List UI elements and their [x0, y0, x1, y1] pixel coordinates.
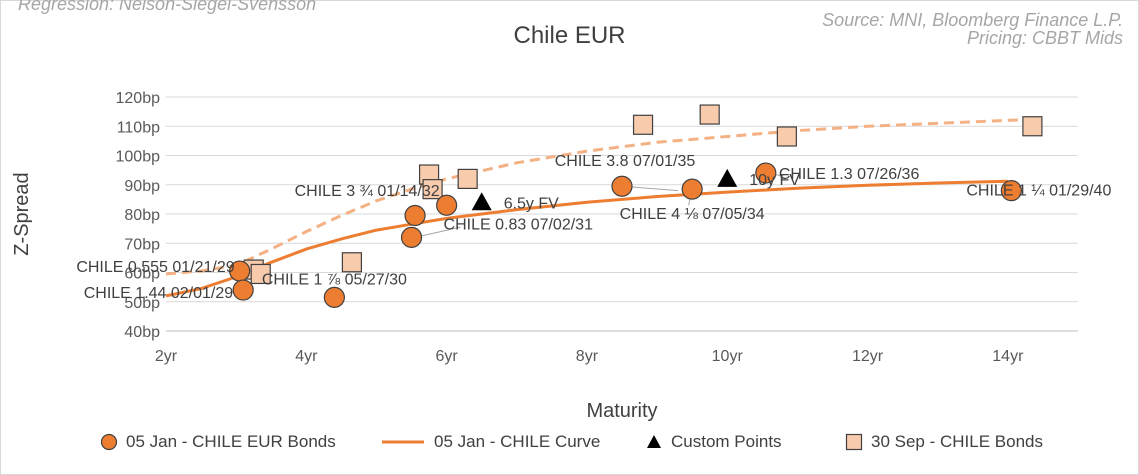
- legend-triangle-marker: [647, 435, 661, 448]
- x-tick-label: 2yr: [155, 348, 178, 365]
- jan-bond-point: [611, 175, 633, 197]
- sep-bond-square: [632, 114, 654, 135]
- bond-data-label: CHILE 3 ¾ 01/14/32: [295, 183, 440, 200]
- regression-note: Regression: Nelson-Siegel-Svensson: [18, 0, 317, 14]
- x-tick-label: 10yr: [712, 348, 744, 365]
- bond-data-label: CHILE 1.3 07/26/36: [779, 166, 920, 183]
- y-tick-label: 110bp: [117, 119, 160, 136]
- bond-data-label: CHILE 0.555 01/21/29: [76, 259, 234, 276]
- custom-point-triangle: [471, 192, 492, 211]
- sep-bond-square: [341, 252, 363, 273]
- jan-bond-point: [404, 204, 426, 227]
- jan-bond-point: [681, 178, 703, 200]
- legend-square-marker: [845, 433, 863, 451]
- sep-curve-line: [165, 118, 1029, 276]
- pricing-note: Pricing: CBBT Mids: [966, 28, 1123, 48]
- bond-data-label: CHILE 0.83 07/02/31: [444, 216, 594, 233]
- x-tick-label: 6yr: [435, 348, 458, 365]
- chart-title: Chile EUR: [513, 22, 626, 49]
- jan-bond-point: [400, 226, 423, 248]
- x-axis-title: Maturity: [586, 400, 657, 422]
- label-leader-line: [414, 226, 461, 238]
- legend-item-custom-points: Custom Points: [645, 432, 782, 452]
- custom-point-triangle: [717, 168, 738, 187]
- legend-circle-marker: [100, 433, 118, 451]
- legend-item-jan-bonds: 05 Jan - CHILE EUR Bonds: [100, 432, 336, 452]
- legend-label: 05 Jan - CHILE EUR Bonds: [126, 432, 336, 451]
- bond-data-label: CHILE 1.44 02/01/29: [84, 285, 234, 302]
- x-tick-label: 12yr: [852, 348, 884, 365]
- bond-data-label: CHILE 1 ⅞ 05/27/30: [262, 271, 407, 288]
- chart-plot: 40bp 50bp 60bp 70bp 80bp 90bp 100bp 110bp 120bp 2…: [11, 90, 1111, 422]
- jan-bond-point: [755, 162, 777, 184]
- legend-label: 30 Sep - CHILE Bonds: [871, 432, 1043, 451]
- x-tick-label: 4yr: [295, 348, 318, 365]
- jan-bond-point: [323, 286, 345, 308]
- jan-bond-point: [436, 194, 458, 216]
- sep-bond-square: [250, 263, 271, 285]
- source-note: Source: MNI, Bloomberg Finance L.P.: [822, 10, 1123, 30]
- sep-bond-square: [776, 126, 797, 147]
- jan-bond-point: [232, 279, 254, 301]
- bond-data-label: CHILE 1 ¼ 01/29/40: [966, 183, 1111, 200]
- y-tick-label: 70bp: [124, 236, 160, 253]
- sep-bond-square: [422, 179, 443, 200]
- legend-line-marker: [382, 440, 424, 444]
- legend-item-sep-bonds: 30 Sep - CHILE Bonds: [845, 432, 1043, 452]
- y-tick-label: 40bp: [124, 324, 160, 341]
- jan-bond-point: [1000, 180, 1022, 202]
- y-tick-label: 120bp: [116, 90, 161, 107]
- legend-label: 05 Jan - CHILE Curve: [434, 432, 601, 451]
- sep-bond-square: [457, 168, 478, 189]
- bond-data-label: CHILE 3.8 07/01/35: [555, 153, 696, 170]
- x-tick-label: 8yr: [576, 348, 599, 365]
- y-tick-label: 60bp: [124, 266, 160, 283]
- y-tick-label: 90bp: [124, 178, 160, 195]
- legend-label: Custom Points: [671, 432, 782, 451]
- y-tick-label: 100bp: [116, 149, 161, 166]
- custom-point-label: 6.5y FV: [504, 195, 559, 212]
- y-tick-label: 50bp: [124, 295, 160, 312]
- y-axis-title: Z-Spread: [11, 172, 33, 255]
- bond-data-label: CHILE 4 ⅛ 07/05/34: [620, 206, 765, 223]
- legend-item-jan-curve: 05 Jan - CHILE Curve: [380, 432, 600, 452]
- chart-legend: 05 Jan - CHILE EUR Bonds 05 Jan - CHILE …: [0, 432, 1139, 456]
- sep-bond-square: [1022, 116, 1043, 137]
- y-tick-label: 80bp: [124, 207, 160, 224]
- x-tick-label: 14yr: [992, 348, 1024, 365]
- custom-point-label: 10y FV: [749, 172, 800, 189]
- sep-bond-square: [699, 104, 720, 125]
